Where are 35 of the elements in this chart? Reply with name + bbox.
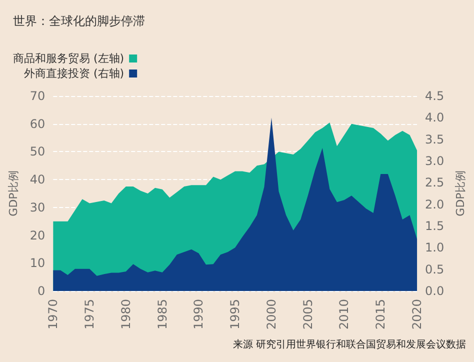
y2-tick-label: 1.5 <box>425 219 444 233</box>
x-tick-label: 2015 <box>374 299 388 330</box>
x-tick-label: 1980 <box>118 299 133 330</box>
y-tick-label: 20 <box>30 228 46 242</box>
x-tick-label: 1985 <box>155 299 170 330</box>
y-tick-label: 0 <box>38 284 46 298</box>
x-tick-label: 1975 <box>82 299 97 330</box>
legend-label: 商品和服务贸易 (左轴) <box>12 52 124 65</box>
y2-tick-label: 1.0 <box>425 240 444 255</box>
x-tick-label: 2000 <box>264 299 278 330</box>
y2-axis-title: GDP比例 <box>454 170 467 216</box>
y-tick-label: 50 <box>30 144 46 159</box>
y2-tick-label: 3.5 <box>425 132 444 146</box>
x-tick-label: 1970 <box>46 299 60 330</box>
y-tick-label: 60 <box>30 116 46 131</box>
y-tick-label: 70 <box>30 89 46 103</box>
y2-tick-label: 2.0 <box>425 197 444 212</box>
x-tick-label: 2005 <box>300 299 315 330</box>
x-tick-label: 2020 <box>410 299 424 330</box>
y2-tick-label: 0.0 <box>425 284 444 298</box>
legend-label: 外商直接投资 (右轴) <box>24 67 124 80</box>
y-tick-label: 30 <box>30 200 46 214</box>
y-tick-label: 10 <box>30 256 46 270</box>
chart-title: 世界：全球化的脚步停滞 <box>13 14 145 28</box>
y2-tick-label: 0.5 <box>425 262 444 276</box>
y2-tick-label: 2.5 <box>425 176 444 190</box>
y2-tick-label: 3.0 <box>425 154 444 168</box>
y-tick-label: 40 <box>30 172 46 187</box>
source-note: 来源 研究引用世界银行和联合国贸易和发展会议数据 <box>232 338 466 350</box>
x-tick-label: 1990 <box>192 299 206 330</box>
y-axis-title: GDP比例 <box>7 170 20 216</box>
y2-tick-label: 4.5 <box>425 89 444 103</box>
x-tick-label: 2010 <box>337 299 352 330</box>
x-tick-label: 1995 <box>228 299 242 330</box>
y2-tick-label: 4.0 <box>425 110 444 125</box>
